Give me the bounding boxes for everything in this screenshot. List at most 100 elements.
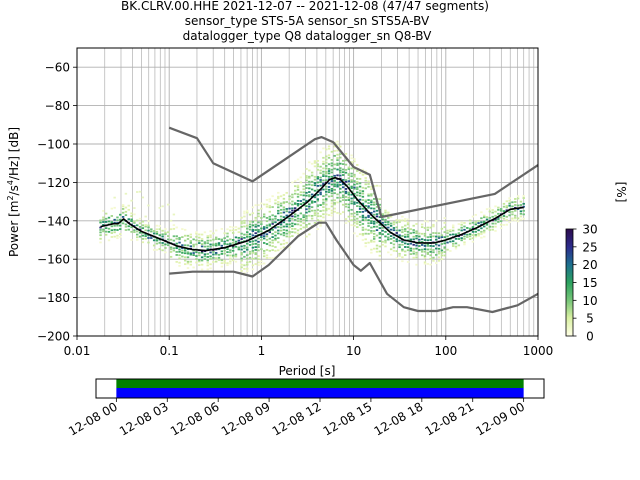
heatmap-cell xyxy=(200,238,204,240)
heatmap-cell xyxy=(451,224,455,227)
heatmap-cell xyxy=(293,180,297,183)
heatmap-cell xyxy=(443,242,446,245)
heatmap-cell xyxy=(322,220,325,223)
heatmap-cell xyxy=(339,156,342,159)
heatmap-cell xyxy=(209,239,212,242)
heatmap-cell xyxy=(426,229,429,232)
heatmap-cell xyxy=(155,228,159,231)
heatmap-cell xyxy=(299,212,303,215)
heatmap-cell xyxy=(429,250,432,253)
heatmap-cell xyxy=(367,216,370,218)
heatmap-cell xyxy=(138,235,142,238)
heatmap-cell xyxy=(279,229,283,232)
heatmap-cell xyxy=(454,233,458,236)
heatmap-cell xyxy=(325,172,328,175)
heatmap-cell xyxy=(302,185,305,188)
heatmap-cell xyxy=(195,231,198,234)
heatmap-cell xyxy=(299,220,303,223)
heatmap-cell xyxy=(483,231,486,234)
heatmap-cell xyxy=(192,252,195,254)
heatmap-cell xyxy=(305,215,308,217)
heatmap-cell xyxy=(485,223,489,226)
heatmap-cell xyxy=(302,172,305,175)
heatmap-cell xyxy=(288,232,291,235)
heatmap-cell xyxy=(124,206,128,209)
heatmap-cell xyxy=(350,212,353,215)
heatmap-cell xyxy=(516,217,520,220)
heatmap-cell xyxy=(336,164,339,166)
heatmap-cell xyxy=(485,208,489,211)
heatmap-cell xyxy=(319,172,322,175)
heatmap-cell xyxy=(200,263,204,266)
heatmap-cell xyxy=(107,220,111,223)
heatmap-cell xyxy=(136,191,139,193)
heatmap-cell xyxy=(265,205,269,208)
heatmap-cell xyxy=(358,224,362,226)
colorbar-tick-label: 20 xyxy=(582,258,597,272)
heatmap-cell xyxy=(288,223,291,226)
heatmap-cell xyxy=(423,245,427,247)
heatmap-cell xyxy=(344,168,348,171)
heatmap-cell xyxy=(443,217,446,219)
heatmap-cell xyxy=(302,201,305,204)
heatmap-cell xyxy=(217,258,221,261)
heatmap-cell xyxy=(200,251,204,254)
x-tick-label: 1000 xyxy=(523,344,554,358)
psd-lines xyxy=(100,126,539,314)
heatmap-cell xyxy=(268,249,272,252)
heatmap-cell xyxy=(254,219,257,222)
heatmap-cell xyxy=(260,263,263,265)
heatmap-cell xyxy=(381,218,384,221)
heatmap-cell xyxy=(327,154,331,157)
heatmap-cell xyxy=(296,229,300,232)
heatmap-cell xyxy=(124,192,128,195)
heatmap-cell xyxy=(358,182,362,185)
heatmap-cell xyxy=(463,228,466,231)
heatmap-cell xyxy=(183,249,187,252)
heatmap-cell xyxy=(387,226,390,229)
heatmap-cell xyxy=(268,204,272,207)
heatmap-cell xyxy=(327,147,331,150)
heatmap-cell xyxy=(327,207,331,210)
heatmap-cell xyxy=(350,185,353,188)
heatmap-cell xyxy=(183,247,187,250)
heatmap-cell xyxy=(110,215,114,217)
heatmap-cell xyxy=(243,233,246,236)
heatmap-cell xyxy=(136,230,139,233)
heatmap-cell xyxy=(206,253,209,255)
heatmap-cell xyxy=(375,225,379,228)
heatmap-cell xyxy=(370,226,373,229)
heatmap-cell xyxy=(316,181,319,184)
heatmap-cell xyxy=(226,232,229,235)
heatmap-cell xyxy=(113,218,116,221)
heatmap-cell xyxy=(435,232,438,234)
heatmap-cell xyxy=(257,209,260,212)
heatmap-cell xyxy=(341,186,345,189)
heatmap-cell xyxy=(341,174,345,176)
heatmap-cell xyxy=(367,199,370,201)
heatmap-cell xyxy=(336,196,339,199)
heatmap-cell xyxy=(251,257,255,260)
heatmap-cell xyxy=(113,235,116,238)
heatmap-cell xyxy=(229,225,232,228)
heatmap-cell xyxy=(435,235,438,238)
heatmap-cell xyxy=(347,215,351,218)
heatmap-cell xyxy=(316,228,319,230)
heatmap-cell xyxy=(330,150,334,153)
heatmap-cell xyxy=(325,198,328,200)
heatmap-cell xyxy=(508,197,511,200)
heatmap-cell xyxy=(336,143,339,146)
heatmap-cell xyxy=(172,224,176,227)
heatmap-cell xyxy=(183,239,187,242)
heatmap-cell xyxy=(353,232,356,235)
heatmap-cell xyxy=(353,186,356,189)
heatmap-cell xyxy=(519,204,523,206)
heatmap-cell xyxy=(372,230,376,232)
heatmap-cell xyxy=(310,193,314,196)
heatmap-cell xyxy=(325,161,328,164)
heatmap-cell xyxy=(251,246,255,249)
heatmap-cell xyxy=(514,214,517,217)
heatmap-cell xyxy=(133,207,136,209)
heatmap-cell xyxy=(158,206,161,209)
heatmap-cell xyxy=(350,167,353,170)
